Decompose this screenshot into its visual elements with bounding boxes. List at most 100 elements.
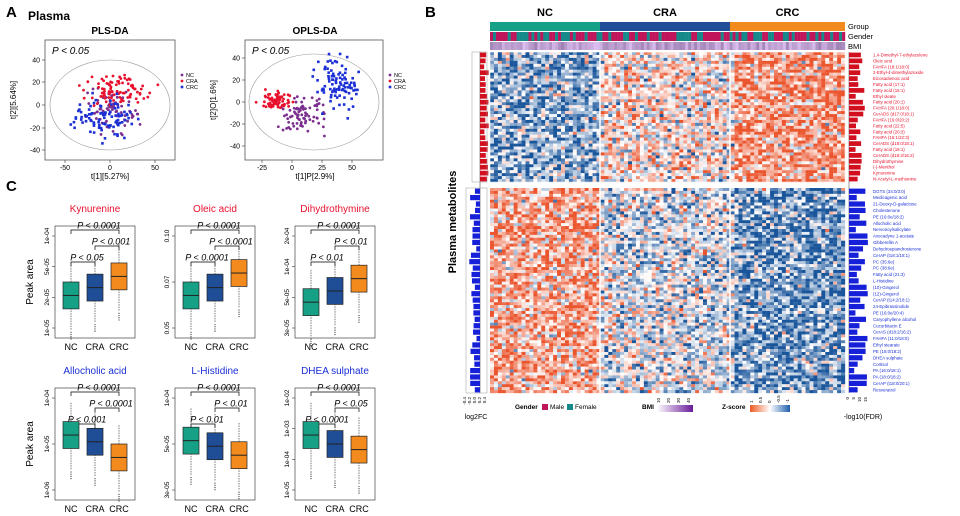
heatmap-cell <box>809 60 814 64</box>
heatmap-cell <box>829 72 834 76</box>
heatmap-cell <box>710 78 715 82</box>
heatmap-cell <box>699 119 704 124</box>
heatmap-cell <box>817 176 822 180</box>
heatmap-cell <box>691 102 696 106</box>
heatmap-cell <box>493 87 499 91</box>
heatmap-cell <box>655 137 660 141</box>
heatmap-cell <box>699 69 704 73</box>
heatmap-cell <box>592 87 597 91</box>
score-point <box>340 64 344 68</box>
legend-marker <box>180 79 184 83</box>
heatmap-cell <box>785 128 790 132</box>
score-point <box>283 102 286 106</box>
heatmap-cell <box>604 122 609 127</box>
heatmap-cell <box>726 176 731 180</box>
heatmap-cell <box>841 173 846 177</box>
heatmap-cell <box>774 114 779 118</box>
heatmap-cell <box>600 143 605 147</box>
heatmap-cell <box>493 143 499 147</box>
heatmap-cell <box>738 52 743 56</box>
heatmap-cell <box>509 66 514 70</box>
heatmap-cell <box>596 117 601 121</box>
score-point <box>315 99 319 103</box>
gender-cell <box>655 32 659 41</box>
heatmap-cell <box>706 146 712 150</box>
heatmap-cell <box>762 176 767 180</box>
heatmap-cell <box>604 164 609 168</box>
heatmap-cell <box>537 176 542 180</box>
heatmap-cell <box>841 57 846 62</box>
heatmap-cell <box>651 117 656 121</box>
heatmap-cell <box>663 134 668 138</box>
heatmap-cell <box>683 90 688 94</box>
heatmap-cell <box>604 152 609 156</box>
heatmap-cell <box>837 75 842 79</box>
outlier <box>118 319 120 321</box>
heatmap-cell <box>742 122 747 127</box>
heatmap-cell <box>726 134 731 138</box>
heatmap-cell <box>706 57 712 62</box>
heatmap-cell <box>537 158 542 162</box>
heatmap-cell <box>588 69 593 73</box>
score-point <box>133 87 137 91</box>
pls-ylabel: t[2][5.64%] <box>9 81 18 119</box>
heatmap-cell <box>643 149 648 153</box>
heatmap-cell <box>612 158 617 162</box>
heatmap-cell <box>655 96 660 100</box>
score-point <box>111 74 115 78</box>
heatmap-cell <box>529 167 534 171</box>
heatmap-cell <box>501 52 506 56</box>
heatmap-cell <box>679 131 684 135</box>
heatmap-cell <box>703 117 708 121</box>
heatmap-cell <box>580 188 585 192</box>
heatmap-cell <box>714 54 719 59</box>
heatmap-cell <box>639 87 644 91</box>
heatmap-cell <box>746 164 751 168</box>
heatmap-cell <box>580 114 585 118</box>
score-point <box>354 88 357 92</box>
heatmap-cell <box>620 170 625 174</box>
heatmap-cell <box>703 57 708 62</box>
heatmap-cell <box>639 152 644 156</box>
heatmap-cell <box>553 131 558 135</box>
heatmap-cell <box>513 84 518 88</box>
heatmap-cell <box>714 173 719 177</box>
heatmap-cell <box>710 93 715 97</box>
heatmap-cell <box>616 60 621 64</box>
heatmap-cell <box>608 87 613 91</box>
heatmap-cell <box>533 105 538 109</box>
significance-bracket <box>190 229 240 234</box>
heatmap-cell <box>509 57 514 62</box>
bmi-cell <box>617 42 621 50</box>
heatmap-cell <box>628 57 633 62</box>
heatmap-cell <box>805 105 810 109</box>
heatmap-cell <box>766 152 771 156</box>
heatmap-cell <box>738 105 743 109</box>
score-point <box>262 100 266 104</box>
heatmap-cell <box>742 179 747 183</box>
heatmap-cell <box>545 84 550 88</box>
heatmap-cell <box>612 52 617 56</box>
heatmap-cell <box>525 105 530 109</box>
heatmap-cell <box>833 119 838 124</box>
heatmap-cell <box>493 93 499 97</box>
heatmap-cell <box>521 170 526 174</box>
heatmap-cell <box>841 84 846 88</box>
heatmap-cell <box>781 114 786 118</box>
heatmap-cell <box>592 93 597 97</box>
heatmap-cell <box>635 52 641 56</box>
heatmap-cell <box>825 149 830 153</box>
heatmap-cell <box>774 99 779 103</box>
heatmap-cell <box>517 111 522 115</box>
heatmap-cell <box>620 78 625 82</box>
heatmap-cell <box>545 173 550 177</box>
heatmap-cell <box>738 155 743 159</box>
heatmap-cell <box>525 152 530 156</box>
outlier <box>238 311 240 313</box>
heatmap-cell <box>490 99 495 103</box>
heatmap-cell <box>529 63 534 67</box>
heatmap-cell <box>695 63 700 67</box>
heatmap-cell <box>774 90 779 94</box>
heatmap-cell <box>612 143 617 147</box>
heatmap-cell <box>497 102 502 106</box>
